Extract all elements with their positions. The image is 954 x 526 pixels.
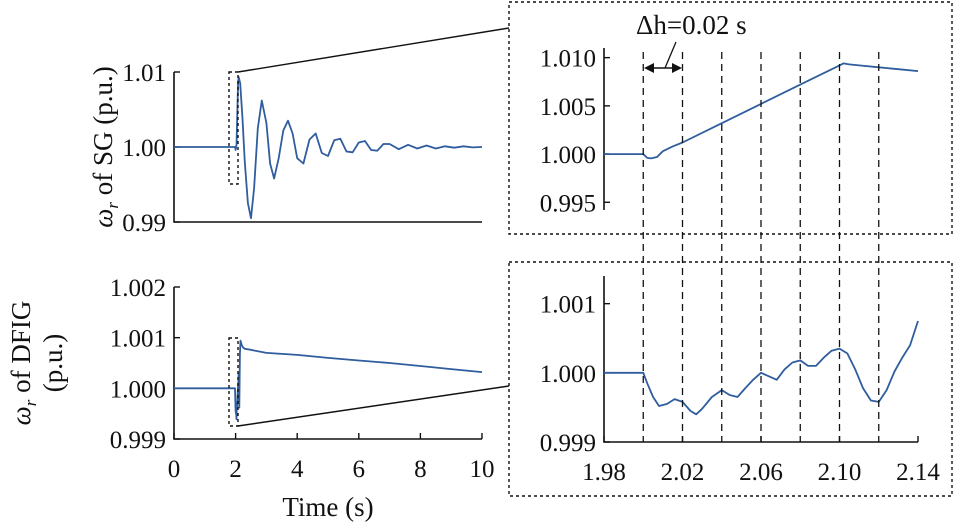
sg-connector-line: [237, 27, 510, 73]
xtick-label: 6: [353, 456, 366, 483]
sg-zoom-series-line: [604, 62, 919, 160]
sg-zoom-marker-box: [228, 71, 239, 185]
ytick-label: 1.005: [540, 94, 596, 121]
delta-h-arrow: [644, 41, 682, 73]
ytick-label: 1.010: [540, 46, 596, 73]
dfig-ylabel-rest: of DFIG: [6, 301, 36, 400]
ytick-label: 1.000: [540, 361, 596, 388]
sg-zoom-panel: 1.010 1.005 1.000 0.995 Δh=0.02 s: [508, 1, 953, 235]
dfig-zoom-xticks: 1.98 2.02 2.06 2.10 2.14: [582, 436, 940, 486]
delta-h-annotation: Δh=0.02 s: [636, 10, 747, 40]
xtick-label: 8: [414, 456, 427, 483]
xtick-label: 0: [168, 456, 181, 483]
dfig-main-axes: [173, 287, 482, 440]
ytick-label: 1.01: [122, 60, 166, 87]
dfig-zoom-frame: [508, 261, 953, 497]
dfig-zoom-series-line: [604, 320, 919, 416]
ytick-label: 1.00: [122, 135, 166, 162]
xtick-label: 2: [229, 456, 242, 483]
dfig-zoom-yticks: 1.001 1.000 0.999: [540, 292, 610, 457]
sg-ylabel-sub: r: [103, 202, 122, 209]
sg-ylabel-rest: of SG (p.u.): [88, 66, 118, 202]
ytick-label: 0.999: [540, 430, 596, 457]
dfig-zoom-marker-box: [228, 337, 239, 427]
dfig-main-xticks: 0 2 4 6 8 10: [168, 433, 495, 483]
ytick-label: 1.000: [540, 142, 596, 169]
dfig-main-ylabel: ωr of DFIG: [6, 301, 40, 426]
sg-main-yticks: 1.01 1.00 0.99: [122, 60, 180, 237]
dfig-ylabel-omega: ω: [6, 406, 36, 425]
sg-ylabel-omega: ω: [88, 209, 118, 228]
ytick-label: 0.99: [122, 210, 166, 237]
zoom-connectors: [237, 27, 510, 427]
ytick-label: 1.001: [540, 292, 596, 319]
ytick-label: 0.995: [540, 190, 596, 217]
ytick-label: 0.999: [110, 427, 166, 454]
ytick-label: 1.001: [110, 326, 166, 353]
xtick-label: 2.06: [739, 459, 783, 486]
xtick-label: 1.98: [582, 459, 626, 486]
xtick-label: 4: [291, 456, 304, 483]
sg-zoom-yticks: 1.010 1.005 1.000 0.995: [540, 46, 610, 217]
xtick-label: 2.10: [818, 459, 862, 486]
ytick-label: 1.002: [110, 275, 166, 302]
xtick-label: 10: [470, 456, 495, 483]
dfig-zoom-panel: 1.001 1.000 0.999 1.98 2.02 2.06 2.10 2.14: [508, 261, 953, 497]
sg-main-ylabel: ωr of SG (p.u.): [88, 66, 122, 227]
sg-zoom-frame: [508, 1, 953, 235]
sg-main-panel: 1.01 1.00 0.99 ωr of SG (p.u.): [88, 60, 483, 237]
xtick-label: 2.02: [661, 459, 705, 486]
dfig-main-series-line: [174, 339, 483, 421]
dfig-main-yticks: 1.002 1.001 1.000 0.999: [110, 275, 180, 454]
interval-guides: [642, 52, 880, 442]
sg-main-series-line: [174, 76, 483, 220]
dfig-connector-line: [237, 385, 510, 427]
xtick-label: 2.14: [896, 459, 940, 486]
ytick-label: 1.000: [110, 376, 166, 403]
dfig-ylabel-sub: r: [21, 399, 40, 406]
dfig-main-ylabel-line2: (p.u.): [38, 334, 68, 392]
time-xlabel: Time (s): [282, 492, 373, 522]
